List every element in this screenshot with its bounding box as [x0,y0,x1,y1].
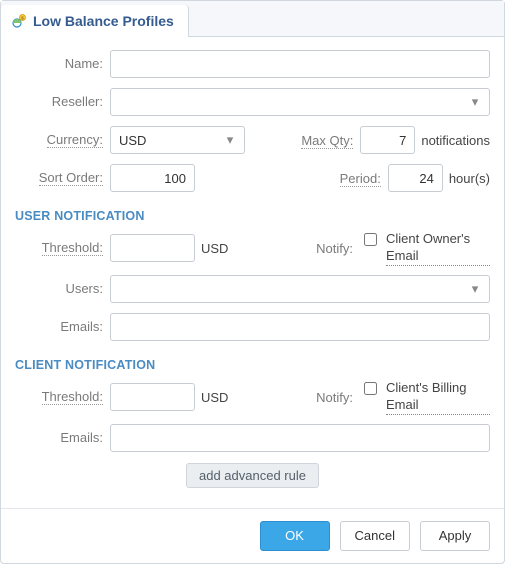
section-user-notification: USER NOTIFICATION [15,209,490,223]
tab-title: Low Balance Profiles [33,13,174,29]
client-notify-control[interactable]: Client's Billing Email [360,380,490,415]
chevron-down-icon: ▾ [465,281,485,297]
apply-button[interactable]: Apply [420,521,490,551]
chevron-down-icon: ▾ [465,94,485,110]
label-users: Users: [15,281,110,297]
label-client-emails: Emails: [15,430,110,446]
add-advanced-rule-button[interactable]: add advanced rule [186,463,319,488]
name-input[interactable] [110,50,490,78]
button-bar: OK Cancel Apply [1,508,504,563]
tab-low-balance[interactable]: $ Low Balance Profiles [1,5,189,37]
balance-icon: $ [11,13,27,29]
currency-value: USD [119,133,146,148]
client-notify-label: Client's Billing Email [386,380,490,415]
label-user-threshold: Threshold: [42,240,103,256]
label-currency: Currency: [47,132,103,148]
tab-header: $ Low Balance Profiles [1,1,504,37]
label-period: Period: [340,171,381,187]
label-maxqty: Max Qty: [301,133,353,149]
client-threshold-unit: USD [201,390,228,405]
users-select[interactable]: ▾ [110,275,490,303]
label-reseller: Reseller: [15,94,110,110]
label-client-threshold: Threshold: [42,389,103,405]
ok-button[interactable]: OK [260,521,330,551]
sortorder-input[interactable] [110,164,195,192]
client-emails-input[interactable] [110,424,490,452]
label-sortorder: Sort Order: [39,170,103,186]
label-user-emails: Emails: [15,319,110,335]
period-input[interactable] [388,164,443,192]
maxqty-input[interactable] [360,126,415,154]
client-notify-checkbox[interactable] [364,382,377,395]
user-notify-label: Client Owner's Email [386,231,490,266]
label-user-notify: Notify: [295,241,360,256]
user-threshold-unit: USD [201,241,228,256]
form-area: Name: Reseller: ▾ Currency: USD ▾ [1,37,504,508]
label-name: Name: [15,56,110,72]
low-balance-panel: $ Low Balance Profiles Name: Reseller: ▾… [0,0,505,564]
section-client-notification: CLIENT NOTIFICATION [15,358,490,372]
label-client-notify: Notify: [295,390,360,405]
client-threshold-input[interactable] [110,383,195,411]
suffix-notifications: notifications [421,133,490,148]
chevron-down-icon: ▾ [220,132,240,148]
reseller-select[interactable]: ▾ [110,88,490,116]
currency-select[interactable]: USD ▾ [110,126,245,154]
user-emails-input[interactable] [110,313,490,341]
user-threshold-input[interactable] [110,234,195,262]
user-notify-checkbox[interactable] [364,233,377,246]
user-notify-control[interactable]: Client Owner's Email [360,231,490,266]
cancel-button[interactable]: Cancel [340,521,410,551]
suffix-hours: hour(s) [449,171,490,186]
